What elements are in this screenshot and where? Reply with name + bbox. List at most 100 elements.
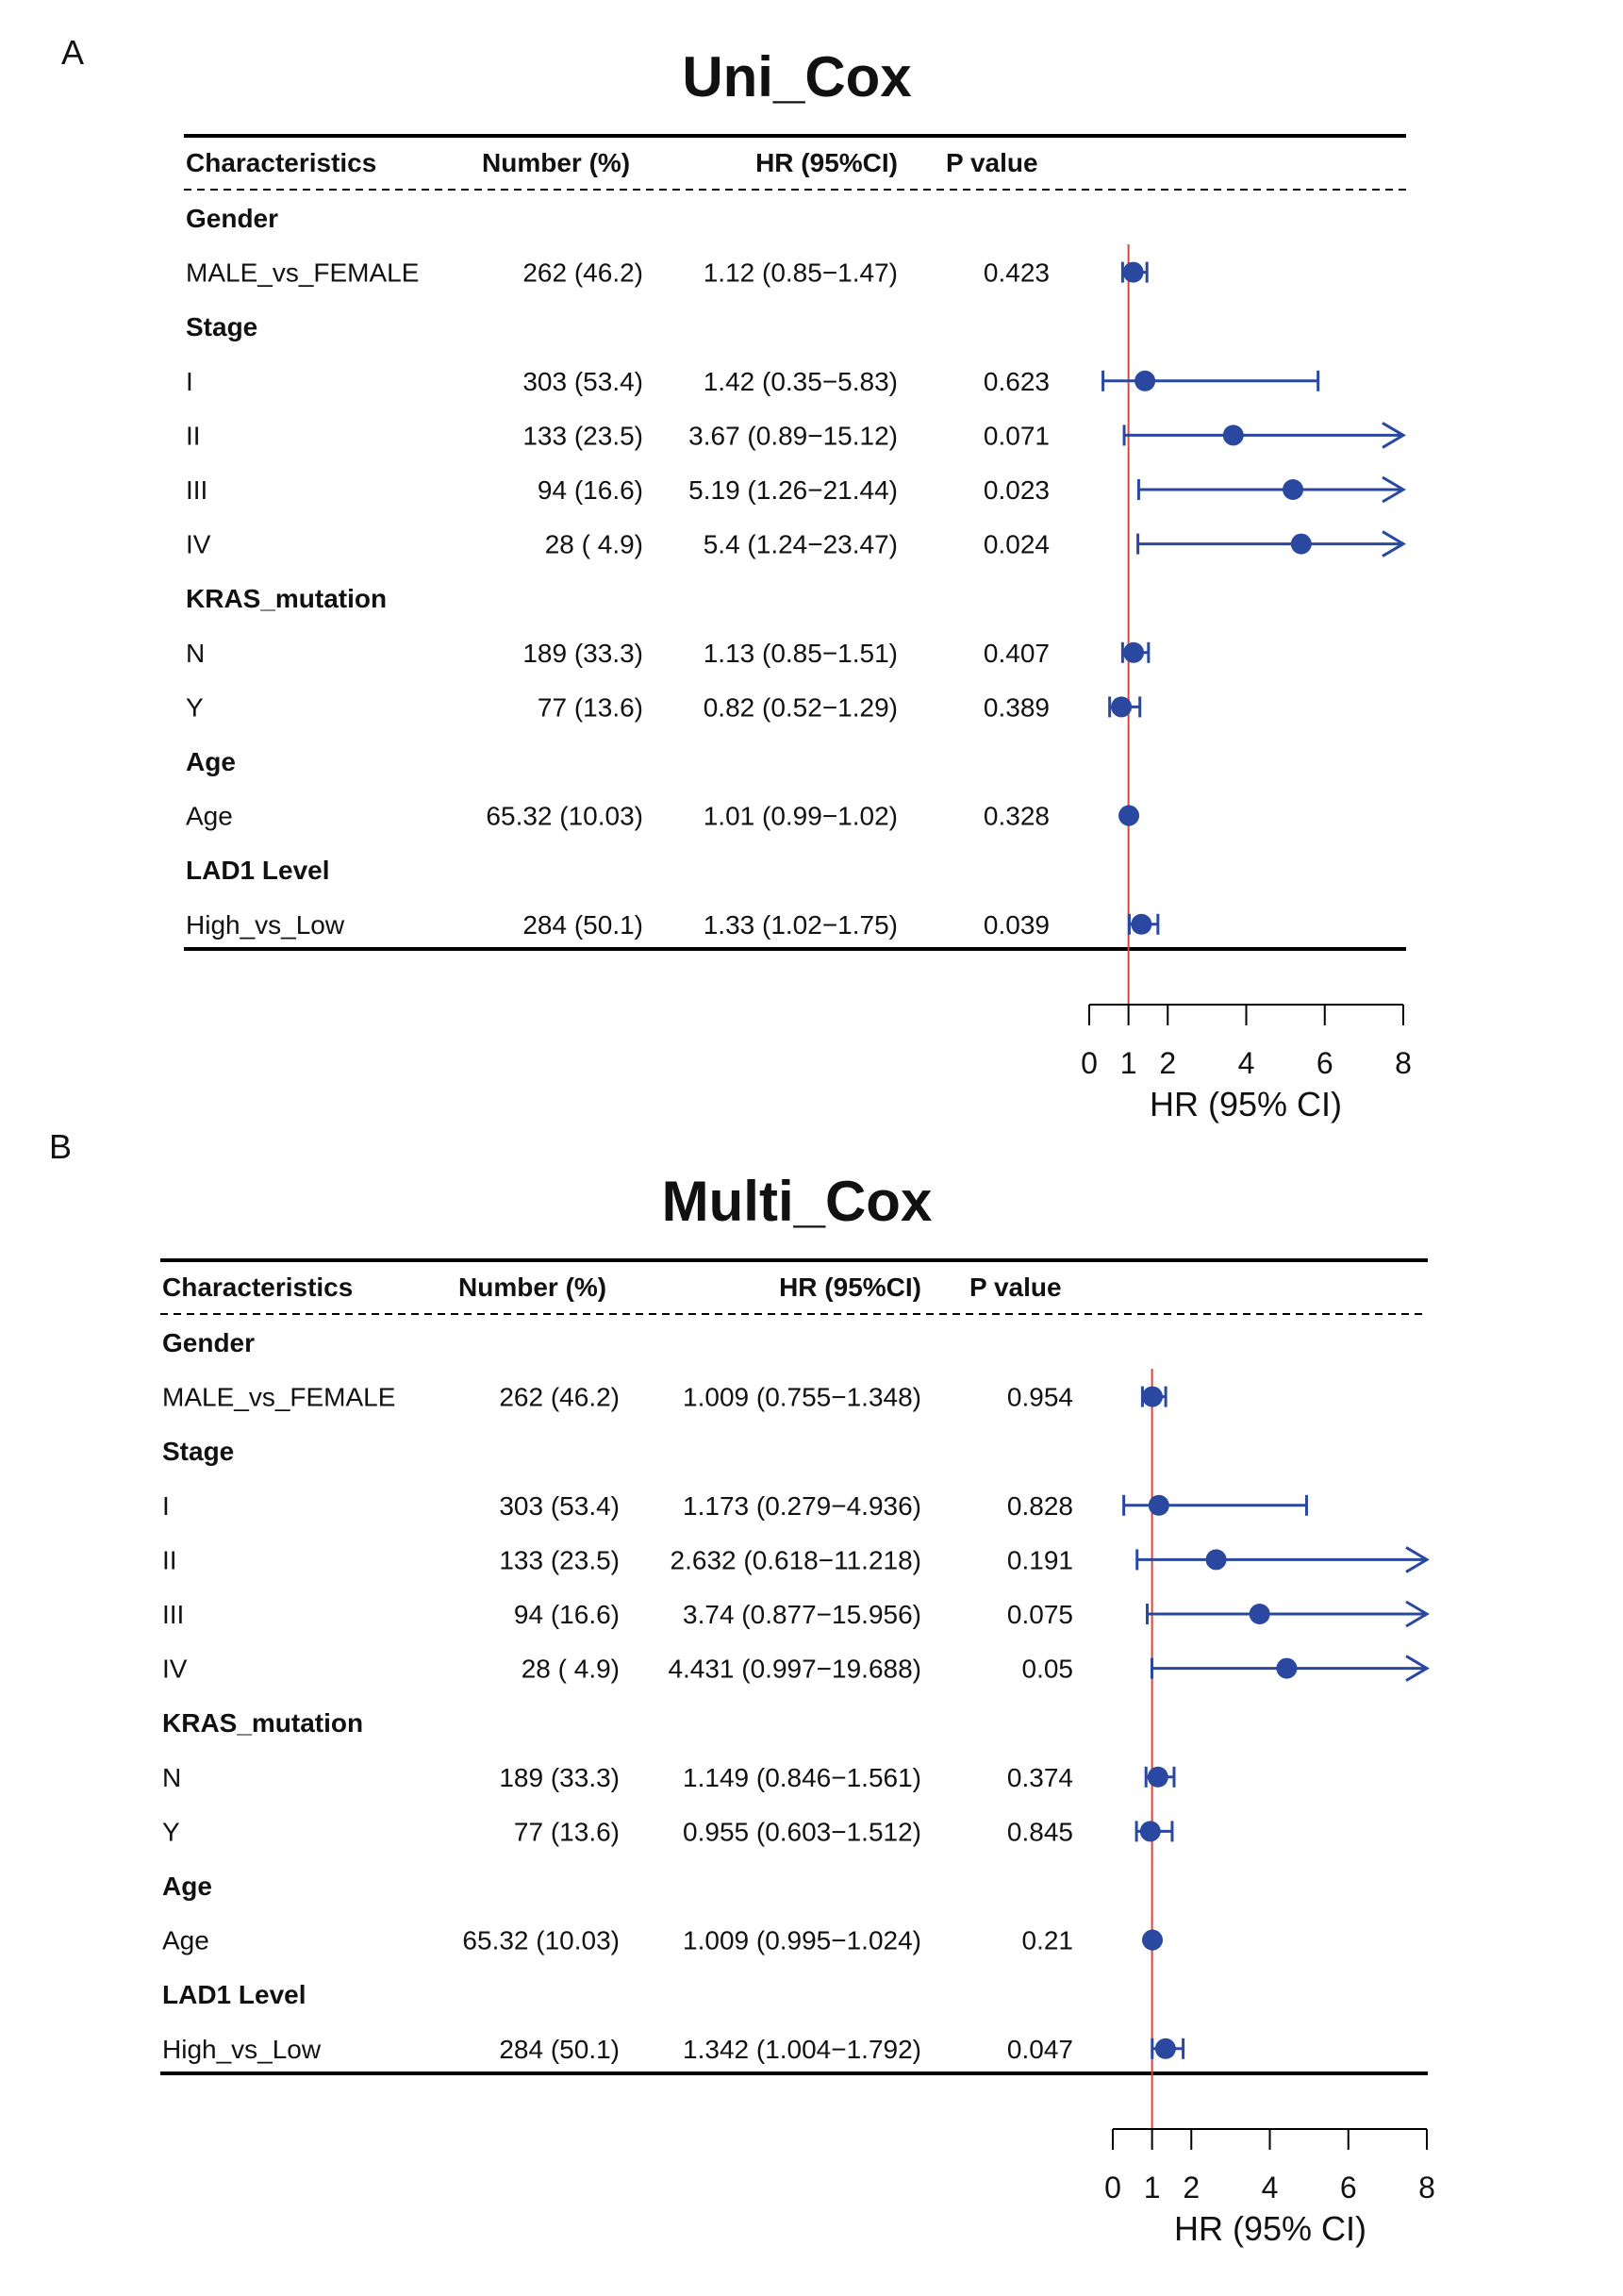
table-row: Y 77 (13.6) 0.82 (0.52−1.29) 0.389 — [186, 692, 1142, 722]
x-tick-label: 8 — [1395, 1046, 1412, 1080]
p-value-cell: 0.407 — [984, 639, 1050, 668]
table-row: I 303 (53.4) 1.173 (0.279−4.936) 0.828 — [162, 1491, 1308, 1521]
number-cell: 284 (50.1) — [522, 910, 643, 940]
row-label: II — [162, 1545, 177, 1574]
x-tick-label: 4 — [1238, 1046, 1255, 1080]
group-row: Age — [186, 747, 236, 776]
hr-ci-cell: 1.009 (0.755−1.348) — [683, 1383, 921, 1412]
panel-label: B — [49, 1127, 72, 1166]
hr-ci-cell: 1.009 (0.995−1.024) — [683, 1926, 921, 1955]
number-cell: 133 (23.5) — [522, 421, 643, 450]
table-row: Age 65.32 (10.03) 1.01 (0.99−1.02) 0.328 — [186, 802, 1140, 831]
row-label: Y — [162, 1817, 180, 1846]
hr-ci-cell: 1.173 (0.279−4.936) — [683, 1491, 921, 1521]
number-cell: 94 (16.6) — [514, 1600, 620, 1629]
row-label: MALE_vs_FEMALE — [162, 1383, 395, 1412]
hr-ci-cell: 1.149 (0.846−1.561) — [683, 1763, 921, 1792]
number-cell: 65.32 (10.03) — [462, 1926, 620, 1955]
x-tick-label: 0 — [1104, 2171, 1121, 2204]
hr-ci-cell: 1.33 (1.02−1.75) — [704, 910, 898, 940]
hr-ci-cell: 5.19 (1.26−21.44) — [688, 475, 898, 505]
ci-arrow-head — [1382, 530, 1406, 557]
table-row: N 189 (33.3) 1.13 (0.85−1.51) 0.407 — [186, 639, 1151, 668]
hr-ci-cell: 1.342 (1.004−1.792) — [683, 2035, 921, 2064]
header-number: Number (%) — [458, 1273, 606, 1302]
hr-ci-cell: 4.431 (0.997−19.688) — [668, 1655, 921, 1684]
row-label: I — [186, 367, 193, 396]
group-label: Stage — [186, 312, 257, 341]
row-label: Y — [186, 692, 204, 722]
group-row: Gender — [186, 204, 278, 233]
hr-point — [1147, 1766, 1168, 1788]
number-cell: 262 (46.2) — [499, 1383, 620, 1412]
hr-point — [1154, 2038, 1176, 2059]
hr-point — [1141, 1929, 1163, 1951]
p-value-cell: 0.623 — [984, 367, 1050, 396]
x-tick-label: 6 — [1340, 2171, 1357, 2204]
number-cell: 262 (46.2) — [522, 258, 643, 288]
p-value-cell: 0.075 — [1007, 1600, 1073, 1629]
hr-point — [1141, 1386, 1163, 1407]
ci-arrow-head — [1382, 422, 1406, 449]
row-label: Age — [186, 802, 233, 831]
ci-arrow-head — [1405, 1546, 1430, 1573]
group-row: Stage — [186, 312, 257, 341]
hr-point — [1123, 641, 1145, 663]
table-row: High_vs_Low 284 (50.1) 1.342 (1.004−1.792)… — [162, 2035, 1185, 2064]
number-cell: 94 (16.6) — [538, 475, 643, 505]
group-label: LAD1 Level — [162, 1980, 306, 2009]
x-tick-label: 1 — [1120, 1046, 1137, 1080]
p-value-cell: 0.389 — [984, 692, 1050, 722]
forest-panel-b: B Multi_Cox Characteristics Number (%) HR (9… — [49, 1127, 1435, 2248]
hr-ci-cell: 1.01 (0.99−1.02) — [704, 802, 898, 831]
ci-arrow-head — [1405, 1600, 1430, 1628]
header-hr: HR (95%CI) — [755, 148, 898, 177]
number-cell: 189 (33.3) — [522, 639, 643, 668]
group-label: Age — [162, 1872, 212, 1901]
row-label: II — [186, 421, 201, 450]
row-label: High_vs_Low — [162, 2035, 322, 2064]
group-row: LAD1 Level — [162, 1980, 306, 2009]
p-value-cell: 0.328 — [984, 802, 1050, 831]
p-value-cell: 0.024 — [984, 530, 1050, 559]
panel-label: A — [61, 33, 84, 72]
group-label: LAD1 Level — [186, 856, 330, 885]
number-cell: 189 (33.3) — [499, 1763, 620, 1792]
hr-ci-cell: 2.632 (0.618−11.218) — [671, 1545, 921, 1574]
table-row: N 189 (33.3) 1.149 (0.846−1.561) 0.374 — [162, 1763, 1176, 1792]
number-cell: 284 (50.1) — [499, 2035, 620, 2064]
hr-point — [1122, 261, 1144, 283]
p-value-cell: 0.423 — [984, 258, 1050, 288]
p-value-cell: 0.071 — [984, 421, 1050, 450]
hr-point — [1134, 370, 1156, 391]
row-label: MALE_vs_FEMALE — [186, 258, 419, 288]
row-label: I — [162, 1491, 170, 1521]
row-label: N — [186, 639, 205, 668]
header-p-value: P value — [946, 148, 1038, 177]
group-row: Age — [162, 1872, 212, 1901]
x-tick-label: 8 — [1418, 2171, 1435, 2204]
hr-point — [1139, 1821, 1161, 1842]
hr-point — [1276, 1657, 1298, 1679]
group-label: KRAS_mutation — [186, 584, 387, 613]
row-label: Age — [162, 1926, 209, 1955]
number-cell: 303 (53.4) — [499, 1491, 620, 1521]
table-row: III 94 (16.6) 5.19 (1.26−21.44) 0.023 — [186, 475, 1406, 505]
hr-point — [1111, 696, 1133, 718]
hr-point — [1118, 805, 1140, 826]
hr-point — [1290, 533, 1312, 555]
hr-ci-cell: 3.74 (0.877−15.956) — [683, 1600, 921, 1629]
table-row: High_vs_Low 284 (50.1) 1.33 (1.02−1.75) 0.0… — [186, 910, 1160, 940]
table-row: II 133 (23.5) 2.632 (0.618−11.218) 0.191 — [162, 1545, 1430, 1574]
table-row: Y 77 (13.6) 0.955 (0.603−1.512) 0.845 — [162, 1817, 1174, 1846]
table-row: Age 65.32 (10.03) 1.009 (0.995−1.024) 0.21 — [162, 1926, 1163, 1955]
row-label: N — [162, 1763, 181, 1792]
forest-panel-a: A Uni_Cox Characteristics Number (%) HR (95%… — [61, 33, 1412, 1123]
group-label: Gender — [162, 1328, 255, 1357]
header-characteristics: Characteristics — [186, 148, 376, 177]
hr-ci-cell: 1.42 (0.35−5.83) — [704, 367, 898, 396]
x-axis-label: HR (95% CI) — [1174, 2209, 1366, 2248]
row-label: III — [162, 1600, 184, 1629]
p-value-cell: 0.039 — [984, 910, 1050, 940]
